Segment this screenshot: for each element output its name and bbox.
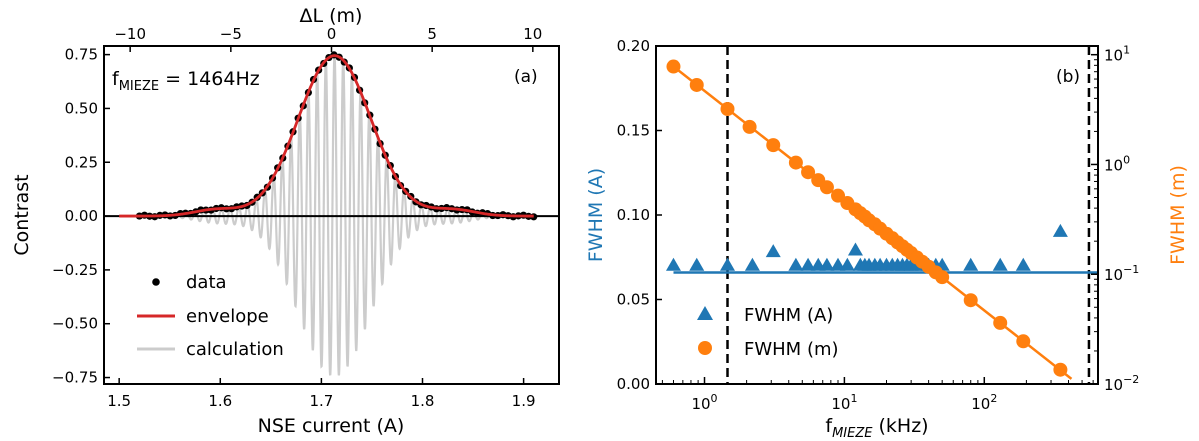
envelope-curve	[119, 54, 534, 218]
panel-a-label: (a)	[514, 67, 538, 87]
fwhm-a-point	[992, 257, 1008, 271]
y-tick-label: −0.75	[52, 369, 98, 387]
fwhm-m-point	[801, 165, 816, 180]
fwhm-m-point	[788, 155, 803, 170]
legend-calculation-label: calculation	[186, 339, 284, 360]
fwhm-a-point	[800, 257, 816, 271]
top-x-tick-label: 5	[427, 25, 437, 43]
panel-a-y-ticks: −0.75 −0.50 −0.25 0.00 0.25 0.50 0.75	[52, 46, 110, 387]
legend-fwhm-a-marker	[697, 306, 713, 320]
panel-b-x-ticks: 100 101 102	[661, 377, 1094, 413]
fwhm-m-point	[766, 138, 781, 153]
y-tick-label: 0.05	[617, 291, 650, 309]
y-tick-label: 0.15	[617, 122, 650, 140]
top-x-tick-label: −5	[220, 25, 242, 43]
y-tick-label: 0.75	[65, 46, 98, 64]
fwhm-a-point	[963, 257, 979, 271]
y-tick-label: 0.25	[65, 153, 98, 171]
fwhm-a-point	[744, 257, 760, 271]
panel-a: 1.5 1.6 1.7 1.8 1.9 −10 −5 0 5 10 −0.75 −0.50 −0.2…	[11, 5, 560, 437]
x-tick-label: 101	[831, 392, 857, 413]
x-tick-label: 1.9	[512, 392, 536, 410]
top-x-tick-label: 0	[327, 25, 337, 43]
panel-b-plot-area	[665, 46, 1098, 384]
fwhm-m-point	[742, 119, 757, 134]
top-x-tick-label: −10	[114, 25, 146, 43]
right-y-tick-label: 10−1	[1104, 263, 1139, 284]
top-x-tick-label: 10	[523, 25, 542, 43]
x-tick-label: 102	[971, 392, 997, 413]
fwhm-a-point	[1015, 257, 1031, 271]
y-tick-label: 0.10	[617, 206, 650, 224]
panel-b-y-ticks: 0.00 0.05 0.10 0.15 0.20	[617, 37, 662, 393]
panel-a-y-axis-label: Contrast	[11, 174, 33, 255]
fwhm-a-point	[765, 244, 781, 258]
right-y-tick-label: 101	[1104, 44, 1130, 65]
panel-a-frequency-annotation: fMIEZE = 1464Hz	[112, 68, 260, 94]
annotation-main: f	[112, 68, 120, 90]
panel-b-right-y-ticks: 10−2 10−1 100 101	[1091, 44, 1139, 394]
fwhm-m-point	[689, 77, 704, 92]
x-label-subscript: MIEZE	[832, 426, 873, 441]
panel-b-right-y-axis-label: FWHM (m)	[1167, 165, 1189, 265]
fwhm-a-point	[665, 257, 681, 271]
fwhm-m-point	[720, 102, 735, 117]
fwhm-m-point	[1016, 334, 1031, 349]
y-tick-label: 0.00	[65, 207, 98, 225]
panel-a-plot-area	[104, 51, 559, 376]
fwhm-a-point	[819, 257, 835, 271]
legend-data-marker	[152, 278, 160, 286]
y-tick-label: −0.25	[52, 261, 98, 279]
x-tick-label: 1.6	[208, 392, 232, 410]
panel-a-x-axis-label: NSE current (A)	[258, 415, 405, 437]
x-tick-label: 1.5	[107, 392, 131, 410]
x-label-main: f	[825, 415, 833, 437]
panel-b-left-y-axis-label: FWHM (A)	[585, 168, 607, 262]
y-tick-label: 0.50	[65, 99, 98, 117]
legend-fwhm-m-marker	[698, 341, 712, 355]
panel-b-label: (b)	[1056, 67, 1080, 87]
legend-fwhm-m-label: FWHM (m)	[744, 339, 839, 360]
panel-b: 100 101 102 0.000.050.100.150.20 10−210−11…	[585, 37, 1189, 441]
fwhm-a-point	[839, 257, 855, 271]
panel-a-legend: data envelope calculation	[137, 272, 284, 360]
panel-b-legend: FWHM (A) FWHM (m)	[697, 305, 839, 360]
x-tick-label: 100	[691, 392, 717, 413]
annotation-subscript: MIEZE	[119, 79, 159, 94]
legend-fwhm-a-label: FWHM (A)	[744, 305, 833, 326]
annotation-rest: = 1464Hz	[159, 68, 260, 90]
legend-envelope-label: envelope	[186, 306, 269, 327]
fwhm-m-point	[819, 180, 834, 195]
fwhm-a-point	[720, 257, 736, 271]
right-y-tick-label: 10−2	[1104, 373, 1139, 394]
right-y-tick-label: 100	[1104, 153, 1130, 174]
y-tick-label: 0.00	[617, 375, 650, 393]
fwhm-m-point	[993, 315, 1008, 330]
fwhm-a-point	[1052, 223, 1068, 237]
panel-b-x-axis-label: fMIEZE (kHz)	[825, 415, 928, 441]
fwhm-m-point	[935, 270, 950, 285]
x-tick-label: 1.7	[309, 392, 333, 410]
fwhm-m-point	[666, 59, 681, 74]
panel-a-top-x-ticks: −10 −5 0 5 10	[114, 25, 542, 52]
panel-a-top-x-axis-label: ΔL (m)	[300, 5, 363, 27]
x-tick-label: 1.8	[411, 392, 435, 410]
x-label-rest: (kHz)	[872, 415, 928, 437]
panel-b-frame	[655, 45, 1099, 385]
fwhm-m-point	[963, 293, 978, 308]
fwhm-m-point	[1053, 362, 1068, 377]
fwhm-a-point	[847, 242, 863, 256]
fwhm-a-point	[689, 257, 705, 271]
legend-data-label: data	[186, 272, 227, 293]
fwhm-a-point	[788, 257, 804, 271]
panel-a-x-ticks: 1.5 1.6 1.7 1.8 1.9	[107, 378, 536, 410]
fwhm-m-point	[831, 188, 845, 203]
y-tick-label: −0.50	[52, 315, 98, 333]
y-tick-label: 0.20	[617, 37, 650, 55]
